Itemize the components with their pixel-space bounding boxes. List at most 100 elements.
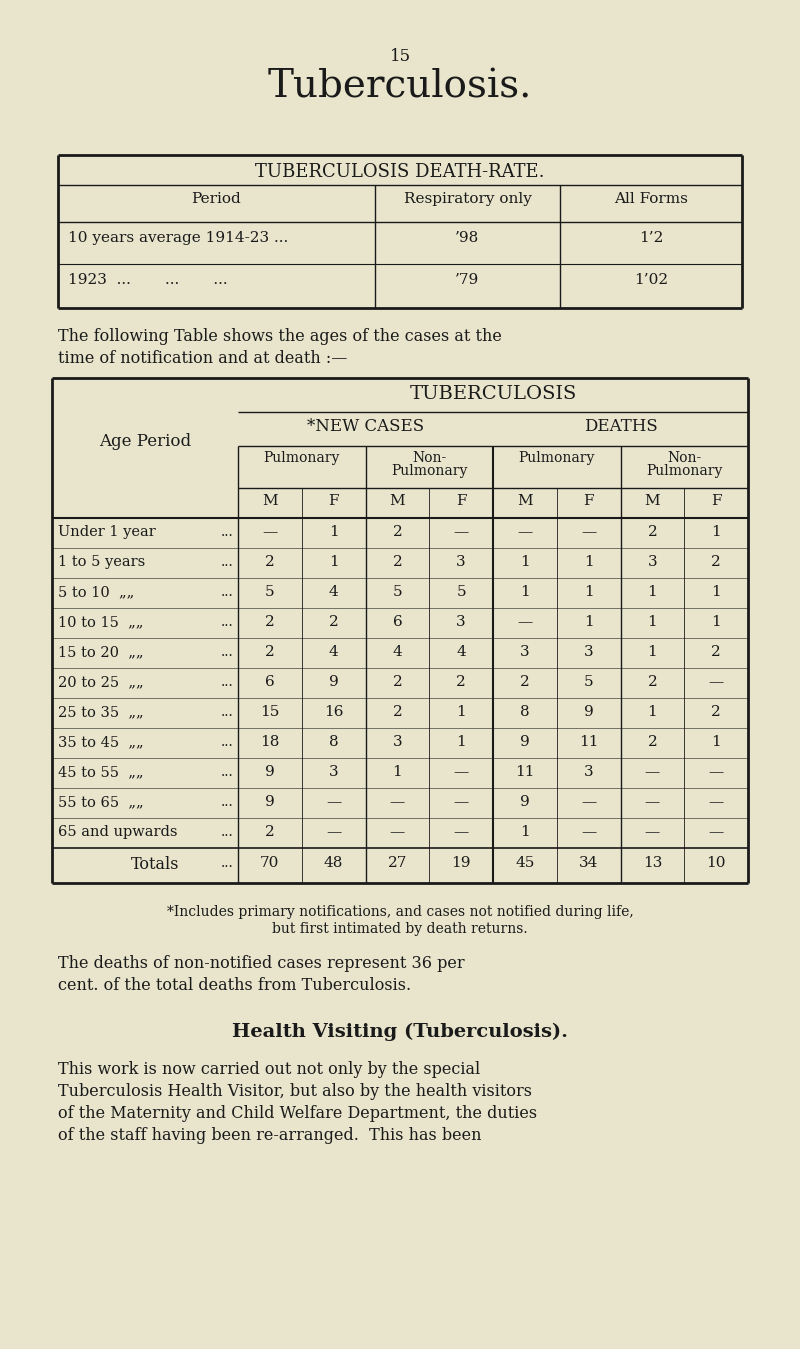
Text: 1: 1: [520, 585, 530, 599]
Text: TUBERCULOSIS DEATH-RATE.: TUBERCULOSIS DEATH-RATE.: [255, 163, 545, 181]
Text: F: F: [456, 494, 466, 509]
Text: 2: 2: [647, 735, 658, 749]
Text: 1: 1: [329, 554, 338, 569]
Text: 3: 3: [456, 554, 466, 569]
Text: —: —: [645, 826, 660, 839]
Text: of the Maternity and Child Welfare Department, the duties: of the Maternity and Child Welfare Depar…: [58, 1105, 537, 1122]
Text: —: —: [454, 525, 469, 540]
Text: 2: 2: [393, 525, 402, 540]
Text: ’98: ’98: [455, 231, 480, 246]
Text: Pulmonary: Pulmonary: [518, 451, 595, 465]
Text: 18: 18: [260, 735, 279, 749]
Text: 9: 9: [265, 765, 274, 778]
Text: ...: ...: [222, 826, 234, 839]
Text: 65 and upwards: 65 and upwards: [58, 826, 178, 839]
Text: 34: 34: [579, 857, 598, 870]
Text: —: —: [709, 765, 724, 778]
Text: This work is now carried out not only by the special: This work is now carried out not only by…: [58, 1062, 480, 1078]
Text: Non-: Non-: [412, 451, 446, 465]
Text: All Forms: All Forms: [614, 192, 688, 206]
Text: 2: 2: [711, 554, 721, 569]
Text: 1: 1: [456, 706, 466, 719]
Text: M: M: [517, 494, 533, 509]
Text: 3: 3: [456, 615, 466, 629]
Text: TUBERCULOSIS: TUBERCULOSIS: [410, 384, 577, 403]
Text: DEATHS: DEATHS: [584, 418, 658, 434]
Text: 1: 1: [520, 826, 530, 839]
Text: ...: ...: [222, 706, 234, 719]
Text: F: F: [711, 494, 722, 509]
Text: 15 to 20  „„: 15 to 20 „„: [58, 645, 143, 660]
Text: 19: 19: [451, 857, 471, 870]
Text: 9: 9: [520, 795, 530, 809]
Text: ...: ...: [222, 615, 234, 629]
Text: 2: 2: [647, 525, 658, 540]
Text: 2: 2: [393, 706, 402, 719]
Text: ...: ...: [222, 645, 234, 660]
Text: 2: 2: [711, 706, 721, 719]
Text: —: —: [518, 525, 533, 540]
Text: 9: 9: [584, 706, 594, 719]
Text: ...: ...: [222, 525, 234, 540]
Text: Respiratory only: Respiratory only: [403, 192, 531, 206]
Text: *Includes primary notifications, and cases not notified during life,: *Includes primary notifications, and cas…: [166, 905, 634, 919]
Text: 1: 1: [711, 735, 721, 749]
Text: ...: ...: [222, 735, 234, 749]
Text: —: —: [581, 826, 596, 839]
Text: 8: 8: [329, 735, 338, 749]
Text: 3: 3: [584, 645, 594, 660]
Text: 1: 1: [711, 585, 721, 599]
Text: 2: 2: [647, 674, 658, 689]
Text: F: F: [328, 494, 339, 509]
Text: 10 years average 1914-23 ...: 10 years average 1914-23 ...: [68, 231, 288, 246]
Text: 1: 1: [520, 554, 530, 569]
Text: 3: 3: [647, 554, 657, 569]
Text: 1: 1: [329, 525, 338, 540]
Text: —: —: [390, 826, 405, 839]
Text: of the staff having been re-arranged.  This has been: of the staff having been re-arranged. Th…: [58, 1126, 482, 1144]
Text: Non-: Non-: [667, 451, 702, 465]
Text: 2: 2: [456, 674, 466, 689]
Text: —: —: [581, 525, 596, 540]
Text: ...: ...: [222, 674, 234, 689]
Text: cent. of the total deaths from Tuberculosis.: cent. of the total deaths from Tuberculo…: [58, 977, 411, 994]
Text: 15: 15: [260, 706, 279, 719]
Text: 45 to 55  „„: 45 to 55 „„: [58, 765, 143, 778]
Text: 1: 1: [584, 585, 594, 599]
Text: The deaths of non-notified cases represent 36 per: The deaths of non-notified cases represe…: [58, 955, 465, 973]
Text: 1: 1: [647, 706, 658, 719]
Text: 35 to 45  „„: 35 to 45 „„: [58, 735, 144, 749]
Text: —: —: [709, 674, 724, 689]
Text: Under 1 year: Under 1 year: [58, 525, 156, 540]
Text: 9: 9: [520, 735, 530, 749]
Text: F: F: [583, 494, 594, 509]
Text: 1 to 5 years: 1 to 5 years: [58, 554, 146, 569]
Text: 1923  ...       ...       ...: 1923 ... ... ...: [68, 272, 228, 287]
Text: 27: 27: [388, 857, 407, 870]
Text: —: —: [581, 795, 596, 809]
Text: 16: 16: [324, 706, 343, 719]
Text: Tuberculosis Health Visitor, but also by the health visitors: Tuberculosis Health Visitor, but also by…: [58, 1083, 532, 1099]
Text: 1’2: 1’2: [639, 231, 663, 246]
Text: 2: 2: [265, 645, 274, 660]
Text: 2: 2: [393, 554, 402, 569]
Text: 2: 2: [329, 615, 338, 629]
Text: 1: 1: [647, 615, 658, 629]
Text: 1: 1: [584, 554, 594, 569]
Text: —: —: [454, 765, 469, 778]
Text: —: —: [645, 795, 660, 809]
Text: 5: 5: [584, 674, 594, 689]
Text: Age Period: Age Period: [99, 433, 191, 451]
Text: —: —: [454, 826, 469, 839]
Text: 6: 6: [265, 674, 274, 689]
Text: 9: 9: [265, 795, 274, 809]
Text: M: M: [262, 494, 278, 509]
Text: —: —: [645, 765, 660, 778]
Text: M: M: [390, 494, 405, 509]
Text: 45: 45: [515, 857, 534, 870]
Text: 2: 2: [265, 826, 274, 839]
Text: 1: 1: [647, 645, 658, 660]
Text: ...: ...: [222, 765, 234, 778]
Text: ...: ...: [222, 585, 234, 599]
Text: 11: 11: [579, 735, 598, 749]
